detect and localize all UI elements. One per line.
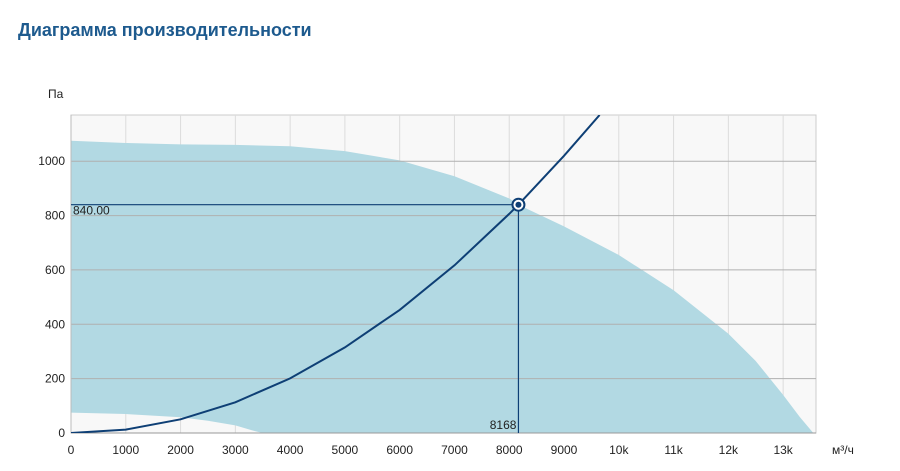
x-tick-label: 8000 bbox=[496, 443, 523, 457]
operating-point-layer: 840.00 8168 bbox=[71, 197, 526, 433]
page-title: Диаграмма производительности bbox=[18, 20, 312, 40]
chart-line-layer bbox=[71, 115, 601, 433]
x-tick-label: 4000 bbox=[277, 443, 304, 457]
x-tick-label: 11k bbox=[664, 443, 683, 457]
x-tick-label: 13k bbox=[773, 443, 793, 457]
operating-point-dot bbox=[515, 201, 522, 208]
x-tick-label: 7000 bbox=[441, 443, 468, 457]
x-tick-label: 3000 bbox=[222, 443, 249, 457]
y-tick-label: 400 bbox=[45, 317, 65, 331]
fan-performance-area bbox=[71, 140, 814, 434]
operating-point-y-label: 840.00 bbox=[73, 204, 110, 218]
y-tick-label: 800 bbox=[45, 209, 65, 223]
x-tick-label: 1000 bbox=[112, 443, 139, 457]
operating-point-x-label: 8168 bbox=[490, 418, 517, 432]
x-tick-label: 2000 bbox=[167, 443, 194, 457]
x-tick-label: 6000 bbox=[386, 443, 413, 457]
x-tick-label: 10k bbox=[609, 443, 629, 457]
y-tick-label: 200 bbox=[45, 372, 65, 386]
x-tick-label: 0 bbox=[68, 443, 75, 457]
chart-hgrid bbox=[70, 115, 816, 434]
chart-area-layer bbox=[71, 140, 814, 434]
y-axis-label: Па bbox=[48, 87, 64, 101]
x-tick-label: 5000 bbox=[332, 443, 359, 457]
x-tick-label: 12k bbox=[719, 443, 739, 457]
y-tick-label: 0 bbox=[58, 426, 65, 440]
chart-tick-layer: 0 1000 2000 3000 4000 5000 6000 7000 8000 9000 10k… bbox=[38, 154, 794, 457]
y-tick-label: 600 bbox=[45, 263, 65, 277]
x-axis-label: м³/ч bbox=[832, 443, 854, 457]
y-tick-label: 1000 bbox=[38, 154, 65, 168]
system-curve bbox=[71, 115, 601, 433]
x-tick-label: 9000 bbox=[551, 443, 578, 457]
